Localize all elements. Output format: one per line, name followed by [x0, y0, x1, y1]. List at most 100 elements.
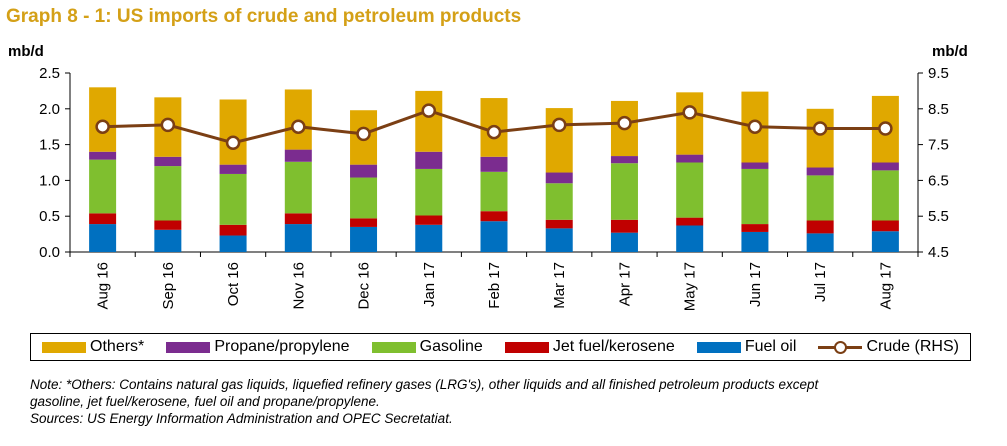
bar-fueloil	[741, 231, 769, 252]
crude-point	[356, 126, 371, 142]
bar-fueloil	[154, 229, 182, 252]
bar-propane	[610, 156, 638, 164]
bar-gasoline	[545, 183, 573, 220]
bar-gasoline	[610, 163, 638, 220]
bar-others	[219, 99, 247, 165]
y-tick-label: 1.5	[39, 137, 60, 154]
legend-propane: Propane/propylene	[166, 338, 350, 356]
y-tick-label: 0.0	[39, 244, 60, 261]
x-tick-label: Mar 17	[551, 262, 568, 309]
bar-fueloil	[415, 224, 443, 252]
bar-gasoline	[806, 175, 834, 221]
crude-line	[95, 103, 893, 151]
y2-tick-label: 7.5	[928, 137, 949, 154]
x-tick-label: Jul 17	[812, 262, 829, 302]
bar-fueloil	[219, 235, 247, 252]
legend-jet: Jet fuel/kerosene	[504, 338, 675, 356]
crude-point	[225, 135, 241, 151]
bar-propane	[219, 164, 247, 174]
crude-point	[486, 124, 502, 140]
crude-point	[160, 117, 176, 133]
x-tick-label: Feb 17	[486, 262, 503, 309]
bar-gasoline	[871, 170, 899, 221]
bar-others	[415, 90, 443, 152]
note-line-1: Note: *Others: Contains natural gas liqu…	[30, 377, 819, 392]
bar-jet	[480, 211, 508, 222]
notes: Note: *Others: Contains natural gas liqu…	[30, 376, 995, 427]
x-tick-label: Sep 16	[160, 262, 177, 310]
bar-propane	[350, 164, 378, 178]
bars	[89, 87, 899, 252]
bar-jet	[741, 224, 769, 232]
bar-propane	[676, 154, 704, 163]
bar-fueloil	[480, 221, 508, 252]
crude-point	[812, 121, 828, 136]
bar-propane	[480, 156, 508, 172]
bar-propane	[545, 172, 573, 184]
bar-fueloil	[676, 225, 704, 252]
bar-jet	[284, 213, 312, 225]
bar-jet	[415, 215, 443, 225]
crude-point	[291, 119, 306, 134]
crude-point	[682, 105, 697, 120]
legend-swatch-fueloil	[696, 341, 741, 353]
crude-point	[551, 117, 567, 133]
legend-swatch-jet	[504, 341, 549, 353]
y2-tick-label: 6.5	[928, 172, 949, 189]
bar-fueloil	[610, 232, 638, 252]
bar-gasoline	[741, 168, 769, 225]
x-tick-label: Nov 16	[290, 262, 307, 310]
bar-jet	[871, 220, 899, 232]
y-tick-label: 2.0	[39, 101, 60, 118]
bar-jet	[350, 218, 378, 227]
legend-swatch-others	[42, 341, 87, 353]
x-tick-label: Aug 17	[877, 262, 894, 310]
bar-fueloil	[545, 228, 573, 252]
bar-gasoline	[89, 159, 117, 214]
y-tick-label: 1.0	[39, 172, 60, 189]
legend-label-fueloil: Fuel oil	[744, 338, 797, 355]
bar-propane	[89, 151, 117, 160]
chart-title: Graph 8 - 1: US imports of crude and pet…	[6, 6, 522, 27]
legend-crude: Crude (RHS)	[818, 338, 959, 356]
bar-propane	[154, 156, 182, 167]
legend-label-propane: Propane/propylene	[214, 338, 350, 355]
note-line-2: gasoline, jet fuel/kerosene, fuel oil an…	[30, 394, 380, 409]
bar-propane	[806, 167, 834, 176]
axis-labels: 0.0 0.5 1.0 1.5 2.0 2.5 4.5 5.5 6.5 7.5 8.5 9.5 mb/d…	[8, 43, 968, 311]
x-tick-label: Jun 17	[747, 262, 764, 307]
legend-label-jet: Jet fuel/kerosene	[552, 338, 675, 355]
legend-swatch-gasoline	[371, 341, 416, 353]
bar-others	[676, 92, 704, 155]
y-tick-label: 0.5	[39, 208, 60, 225]
legend-swatch-propane	[166, 341, 211, 353]
legend-label-others: Others*	[90, 338, 145, 355]
y2-tick-label: 8.5	[928, 101, 949, 118]
crude-point	[747, 119, 763, 134]
crude-point	[95, 119, 110, 134]
bar-propane	[871, 162, 899, 171]
bar-propane	[415, 151, 443, 169]
bar-jet	[89, 213, 117, 225]
bar-propane	[741, 162, 769, 169]
bar-gasoline	[350, 177, 378, 219]
x-tick-label: Dec 16	[356, 262, 373, 310]
x-tick-label: Apr 17	[616, 262, 633, 306]
bar-jet	[806, 220, 834, 234]
bar-jet	[676, 217, 704, 226]
x-tick-label: Oct 16	[225, 262, 242, 306]
bar-jet	[154, 220, 182, 230]
legend: Others* Propane/propylene Gasoline Jet f…	[30, 333, 971, 361]
chart: 0.0 0.5 1.0 1.5 2.0 2.5 4.5 5.5 6.5 7.5 8.5 9.5 mb/d…	[8, 43, 968, 311]
legend-label-gasoline: Gasoline	[419, 338, 483, 355]
y2-axis-label: mb/d	[932, 43, 968, 60]
note-line-3: Sources: US Energy Information Administr…	[30, 411, 453, 426]
crude-point	[878, 121, 893, 136]
legend-swatch-crude	[818, 340, 863, 354]
bar-fueloil	[284, 224, 312, 252]
bar-gasoline	[219, 173, 247, 225]
legend-others: Others*	[42, 338, 144, 356]
x-tick-label: May 17	[682, 262, 699, 311]
bar-fueloil	[89, 224, 117, 252]
y-tick-label: 2.5	[39, 65, 60, 82]
